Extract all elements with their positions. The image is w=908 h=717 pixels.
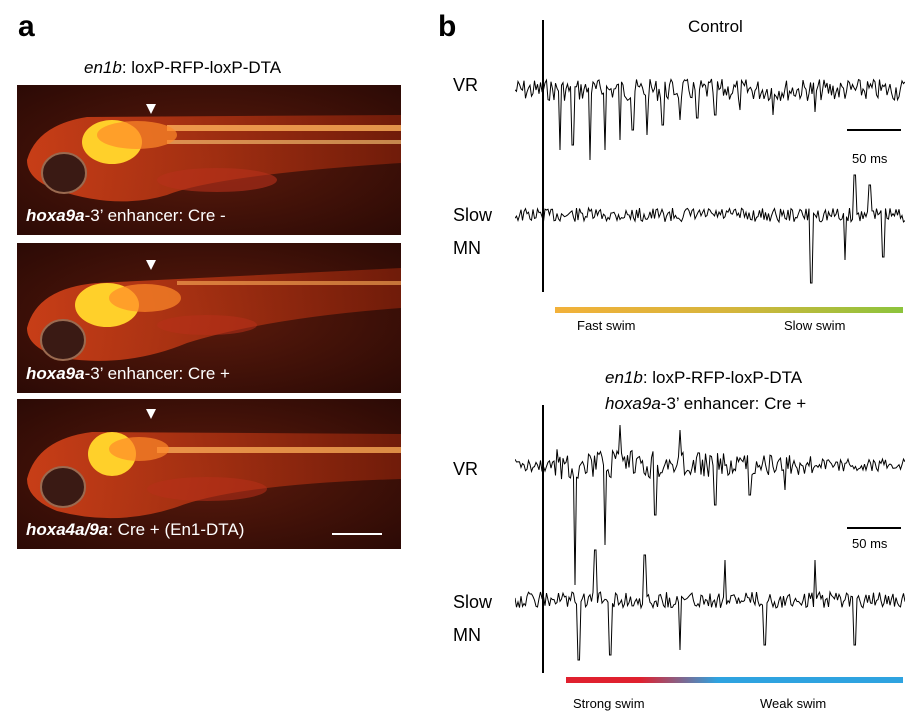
mutant-title-gene-2: hoxa9a: [605, 394, 661, 413]
fish-image-1-label-text: -3’ enhancer: Cre -: [84, 206, 226, 225]
fish-image-3: hoxa4a/9a: Cre + (En1-DTA): [17, 399, 401, 549]
panel-a-title: en1b: loxP-RFP-loxP-DTA: [84, 58, 281, 78]
control-vr-label: VR: [453, 75, 479, 95]
panel-a-title-construct: : loxP-RFP-loxP-DTA: [121, 58, 282, 77]
mutant-title-line-1: en1b: loxP-RFP-loxP-DTA: [605, 368, 802, 388]
arrowhead-icon: [146, 409, 156, 419]
control-time-scale-bar: [847, 129, 901, 131]
control-bar-left-label: Fast swim: [577, 318, 636, 333]
mutant-mn-trace: [515, 549, 905, 661]
fish-image-2-graphic: [17, 243, 401, 393]
mutant-time-scale-bar: [847, 527, 901, 529]
fish-image-3-label-gene: hoxa4a/9a: [26, 520, 109, 539]
panel-letter-a: a: [18, 10, 35, 43]
mutant-mn-label-1: Slow: [453, 592, 493, 612]
control-vr-trace: [515, 78, 905, 161]
control-traces: [515, 20, 905, 292]
fish-image-1-label: hoxa9a-3’ enhancer: Cre -: [26, 206, 226, 226]
mutant-traces: [515, 405, 905, 673]
fish-image-2-label: hoxa9a-3’ enhancer: Cre +: [26, 364, 230, 384]
control-bar-right-label: Slow swim: [784, 318, 846, 333]
control-mn-label-2: MN: [453, 238, 481, 258]
mutant-title-text-1: : loxP-RFP-loxP-DTA: [642, 368, 803, 387]
fish-image-1-label-gene: hoxa9a: [26, 206, 85, 225]
fish-image-1-graphic: [17, 85, 401, 235]
panel-a-title-gene: en1b: [84, 58, 122, 77]
control-mn-trace: [515, 174, 905, 284]
fish-image-2: hoxa9a-3’ enhancer: Cre +: [17, 243, 401, 393]
control-scale-label: 50 ms: [852, 151, 888, 166]
fish-image-2-label-text: -3’ enhancer: Cre +: [84, 364, 230, 383]
fish-image-3-label-text: : Cre + (En1-DTA): [108, 520, 245, 539]
panel-letter-b: b: [438, 10, 457, 43]
fish-image-3-label: hoxa4a/9a: Cre + (En1-DTA): [26, 520, 244, 540]
mutant-scale-label: 50 ms: [852, 536, 888, 551]
mutant-title-gene-1: en1b: [605, 368, 643, 387]
fish-image-2-label-gene: hoxa9a: [26, 364, 85, 383]
mutant-bar-right-label: Weak swim: [760, 696, 827, 711]
fish-image-1: hoxa9a-3’ enhancer: Cre -: [17, 85, 401, 235]
mutant-bar-left-label: Strong swim: [573, 696, 645, 711]
mutant-title-line-2: hoxa9a-3’ enhancer: Cre +: [605, 394, 806, 414]
mutant-title-text-2: -3’ enhancer: Cre +: [660, 394, 807, 413]
control-swim-colorbar: [555, 307, 903, 313]
arrowhead-icon: [146, 104, 156, 114]
mutant-swim-colorbar: [566, 677, 903, 683]
mutant-mn-label-2: MN: [453, 625, 481, 645]
mutant-vr-trace: [515, 424, 905, 586]
control-mn-label-1: Slow: [453, 205, 493, 225]
control-title: Control: [688, 17, 743, 36]
image-scale-bar: [332, 533, 382, 535]
mutant-vr-label: VR: [453, 459, 479, 479]
fish-image-3-graphic: [17, 399, 401, 549]
arrowhead-icon: [146, 260, 156, 270]
